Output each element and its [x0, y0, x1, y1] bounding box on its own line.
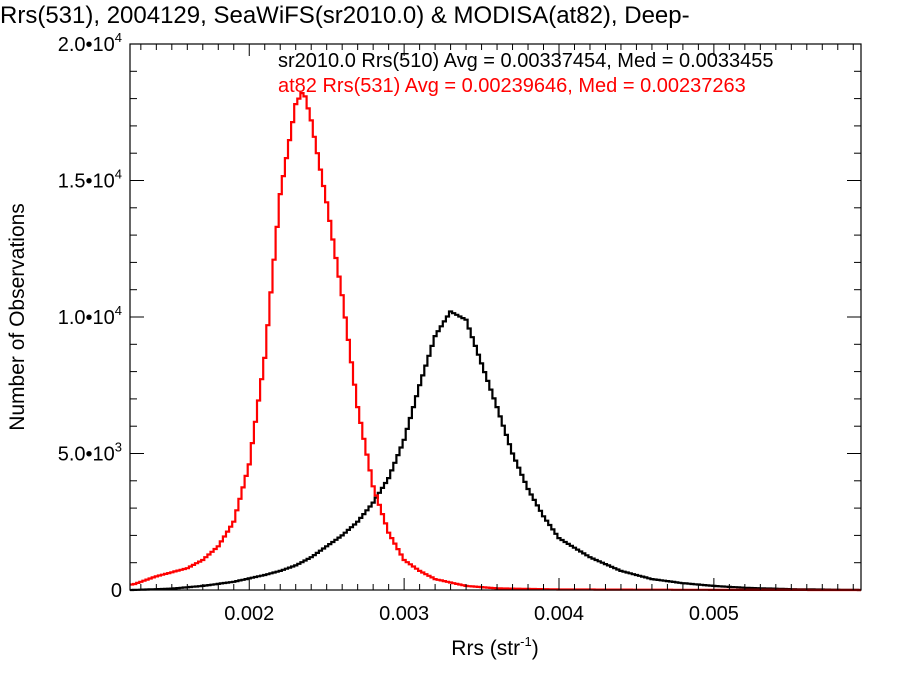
- x-axis-title-main: Rrs (str: [451, 637, 520, 660]
- annotation-text-2: at82 Rrs(531) Avg = 0.00239646, Med = 0.…: [278, 75, 746, 97]
- y-axis-title: Number of Observations: [6, 203, 29, 431]
- y-tick-label: 1.5•104: [58, 167, 122, 193]
- x-tick-label: 0.005: [689, 603, 739, 625]
- x-tick-label: 0.003: [379, 603, 429, 625]
- chart-title: Rrs(531), 2004129, SeaWiFS(sr2010.0) & M…: [0, 2, 690, 29]
- y-tick-label: 5.0•103: [58, 440, 122, 466]
- series-line-2: [130, 92, 861, 592]
- series-layer: [130, 92, 861, 592]
- y-tick-label: 1.0•104: [58, 303, 122, 329]
- ticks-layer: 0.002 0.003 0.004 0.005 0 5.0•103 1.0•104 1.5•1…: [58, 30, 861, 625]
- annotations-layer: sr2010.0 Rrs(510) Avg = 0.00337454, Med …: [278, 50, 774, 97]
- x-axis-title-close: ): [532, 637, 539, 660]
- x-axis-title-superscript: -1: [520, 634, 532, 649]
- annotation-text-1: sr2010.0 Rrs(510) Avg = 0.00337454, Med …: [278, 50, 774, 72]
- y-tick-label: 2.0•104: [58, 30, 122, 56]
- x-axis-title: Rrs (str-1): [451, 634, 538, 660]
- plot-frame: [129, 43, 862, 591]
- y-tick-label: 0: [111, 580, 122, 602]
- series-line-1: [130, 310, 861, 592]
- x-tick-label: 0.002: [224, 603, 274, 625]
- x-tick-label: 0.004: [534, 603, 584, 625]
